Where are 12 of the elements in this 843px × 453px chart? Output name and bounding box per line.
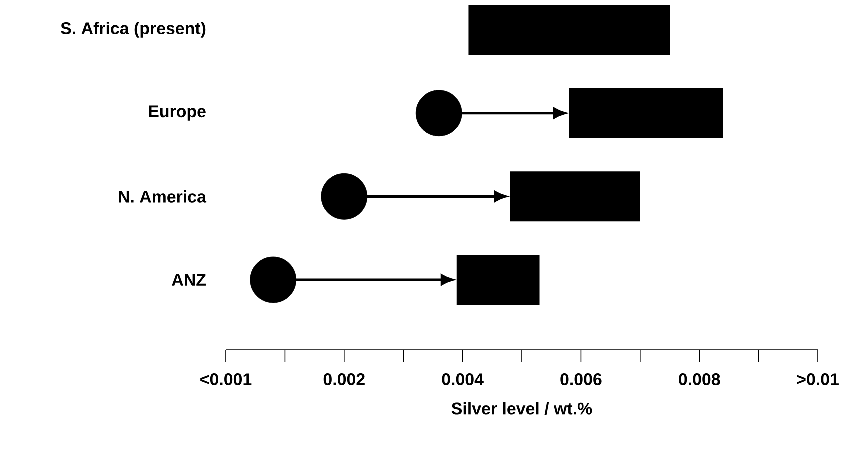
y-tick-label: ANZ [172, 274, 206, 286]
y-tick-label: Europe [149, 106, 206, 121]
x-axis-title: Silver level / wt.% [452, 402, 592, 415]
bar [468, 5, 670, 56]
x-tick-label: >0.01 [797, 374, 839, 386]
y-tick-label: N. America [119, 190, 207, 203]
x-tick-label: 0.006 [560, 374, 602, 386]
x-tick-label: 0.008 [679, 374, 720, 386]
x-tick-label: 0.004 [442, 374, 484, 386]
x-tick-label: 0.002 [324, 374, 365, 386]
y-tick-label: S. Africa (present) [61, 22, 206, 38]
x-tick-label: <0.001 [200, 374, 252, 386]
